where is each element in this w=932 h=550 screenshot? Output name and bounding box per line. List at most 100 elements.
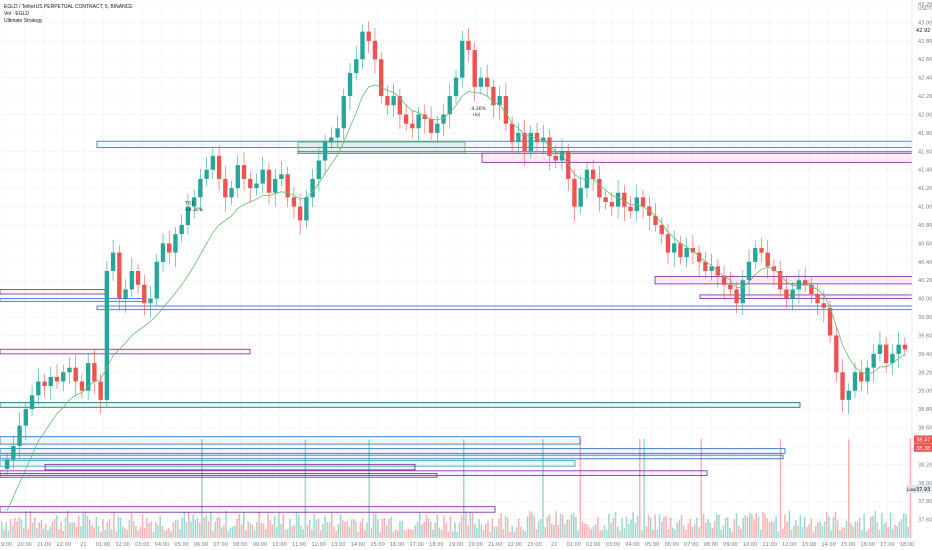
volume-bar (892, 528, 894, 538)
volume-bar (425, 514, 428, 538)
volume-bar (447, 531, 450, 538)
x-tick-label: 03:00 (606, 542, 620, 548)
volume-bar (678, 519, 681, 538)
volume-bar (366, 522, 368, 538)
volume-bar (628, 524, 630, 538)
volume-bar (456, 531, 458, 538)
x-tick-label: 15:00 (370, 542, 384, 548)
volume-bar (394, 529, 397, 538)
symbol-title[interactable]: EGLD / TetherUS PERPETUAL CONTRACT, 5, B… (4, 4, 133, 10)
volume-bar (159, 516, 161, 538)
volume-bar (49, 526, 51, 538)
volume-bar (355, 521, 357, 538)
volume-bar (291, 525, 293, 538)
price-badge (914, 485, 932, 494)
y-tick-label: 42.60 (918, 57, 932, 63)
x-tick-label: 05:00 (645, 542, 659, 548)
candle-body (734, 289, 739, 304)
volume-bar (161, 526, 164, 538)
zone-box (654, 276, 917, 285)
x-tick-label: 20:00 (468, 542, 482, 548)
candle-body (721, 275, 727, 285)
zone-box (0, 436, 581, 445)
volume-bar (280, 523, 282, 538)
volume-bar (122, 526, 124, 538)
volume-bar (390, 517, 392, 538)
volume-bar (322, 523, 324, 538)
y-tick-label: 40.60 (918, 241, 932, 247)
volume-bar (555, 511, 557, 538)
volume-bar (696, 517, 698, 538)
volume-bar (218, 517, 221, 538)
volume-bar (533, 516, 535, 538)
candle-body (516, 132, 521, 143)
volume-bar (832, 517, 835, 538)
volume-bar (14, 517, 16, 538)
zone-box (0, 298, 146, 302)
volume-bar (874, 511, 876, 538)
candle-body (871, 353, 876, 368)
volume-bar (520, 526, 522, 538)
volume-bar (663, 517, 665, 538)
candle-body (846, 390, 851, 400)
candle-body (36, 381, 41, 396)
volume-bar (861, 530, 863, 538)
volume-bar (95, 516, 98, 538)
volume-bar (40, 519, 43, 538)
candle-body (129, 271, 134, 290)
candle-body (472, 50, 477, 87)
volume-indicator-label[interactable]: Vol · EGLD (4, 11, 30, 17)
volume-bar (181, 517, 183, 538)
candle-body (422, 114, 428, 120)
volume-bar (12, 525, 14, 538)
volume-bar (408, 528, 410, 538)
zone-box (481, 152, 917, 163)
volume-bar (133, 521, 135, 538)
volume-bar (372, 513, 375, 538)
y-tick-label: 40.20 (918, 278, 932, 284)
time-axis[interactable]: 19:00 20:00 21:00 22:00 21 01:00 02:00 03:00 04:… (0, 537, 914, 548)
volume-bar (575, 516, 577, 538)
volume-bar (60, 522, 62, 538)
candle-body (354, 59, 359, 74)
volume-bar (562, 515, 564, 538)
volume-bar (45, 524, 47, 538)
y-tick-label: 43.20 (918, 2, 932, 8)
candle-body (453, 77, 459, 97)
volume-bar (738, 525, 740, 538)
zone-box (0, 448, 786, 454)
x-tick-label: 19:00 (449, 542, 463, 548)
candle-body (428, 119, 434, 133)
volume-bar (619, 530, 621, 538)
volume-bar (278, 512, 280, 538)
zone-box (0, 473, 438, 478)
volume-bar (863, 513, 865, 538)
volume-bar (240, 524, 243, 538)
volume-bar (852, 526, 854, 538)
candle-body (17, 425, 22, 446)
volume-bar (689, 518, 692, 538)
volume-bar (460, 515, 463, 538)
volume-bar (368, 439, 370, 538)
volume-bar (898, 521, 901, 538)
volume-bar (254, 530, 256, 538)
candle-body (728, 284, 733, 290)
volume-bar (243, 512, 245, 538)
volume-bar (511, 525, 513, 538)
x-tick-label: 16:00 (861, 542, 875, 548)
candle-body (110, 252, 116, 271)
x-tick-label: 18:00 (429, 542, 443, 548)
candle-body (185, 206, 191, 225)
candle-body (179, 224, 184, 235)
y-tick-label: 41.20 (918, 186, 932, 192)
volume-bar (606, 530, 608, 538)
volume-bar (432, 529, 434, 538)
volume-bar (729, 527, 731, 538)
strategy-indicator-label[interactable]: Ultimate Strategy (4, 18, 43, 24)
candle-body (148, 298, 153, 304)
candle-body (547, 137, 552, 156)
volume-bar (47, 530, 49, 538)
price-badge (914, 25, 932, 34)
